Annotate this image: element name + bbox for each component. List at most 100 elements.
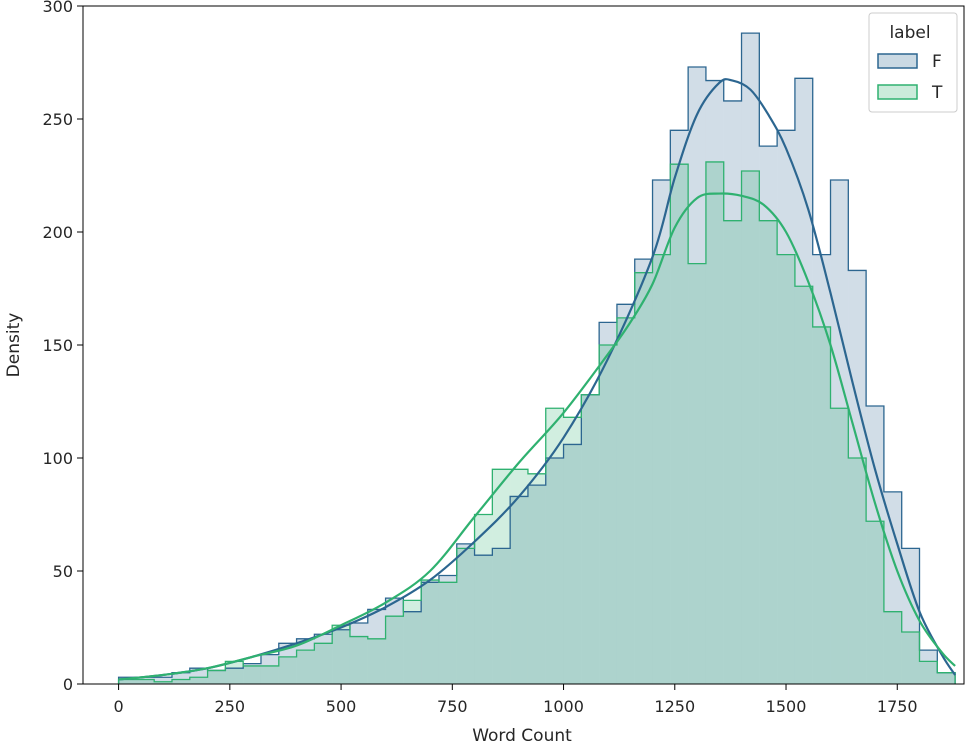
histogram-bar-T-35 [741, 170, 760, 685]
y-tick-label: 300 [42, 0, 73, 16]
histogram-bar-F-25 [563, 444, 582, 684]
histogram-bar-F-45 [919, 650, 938, 684]
histogram-bar-F-27 [599, 322, 617, 684]
histogram-bar-T-14 [367, 638, 386, 684]
histogram-bar-F-1 [136, 677, 155, 684]
histogram-bar-T-24 [545, 408, 564, 684]
histogram-bar-F-32 [688, 67, 706, 684]
histogram-bar-T-27 [599, 345, 617, 684]
histogram-bar-T-20 [474, 514, 493, 684]
histogram-bar-F-36 [759, 146, 778, 684]
histogram-bar-T-4 [189, 677, 208, 684]
histogram-bar-T-26 [581, 394, 600, 684]
y-tick-label: 0 [63, 675, 73, 694]
histogram-bar-T-34 [723, 220, 742, 684]
histogram-bar-T-0 [118, 679, 137, 684]
histogram-bar-T-23 [527, 473, 546, 684]
histogram-bar-F-13 [349, 622, 368, 684]
histogram-bar-T-9 [278, 656, 297, 684]
histogram-bar-T-41 [848, 458, 867, 684]
y-tick-label: 50 [53, 562, 73, 581]
histogram-bar-F-41 [848, 270, 867, 684]
legend-swatch-F [877, 53, 918, 69]
histogram-bar-T-7 [243, 665, 261, 684]
histogram-bar-F-20 [474, 555, 493, 684]
kde-curve-T [118, 192, 956, 681]
histogram-bar-T-11 [314, 643, 333, 684]
histogram-bar-T-1 [136, 679, 155, 684]
histogram-bar-F-40 [830, 180, 849, 684]
x-axis-ticks: 0 250 500 750 1000 1250 1500 1750 [114, 684, 918, 716]
histogram-bar-F-44 [901, 548, 920, 684]
histogram-bar-T-8 [260, 665, 279, 684]
histogram-bar-T-38 [794, 286, 813, 684]
histogram-bar-T-5 [207, 670, 226, 684]
x-tick-label: 1000 [543, 697, 584, 716]
kde-curve-F [118, 78, 957, 681]
histogram-bar-T-31 [670, 164, 689, 684]
histogram-bar-F-38 [794, 78, 813, 684]
histogram-bar-T-2 [154, 681, 172, 684]
y-tick-label: 250 [42, 110, 73, 129]
histogram-bar-T-17 [421, 580, 439, 684]
histogram-bar-F-16 [403, 611, 422, 684]
histogram-bar-F-15 [385, 598, 404, 684]
x-tick-label: 750 [437, 697, 468, 716]
kde-curves [118, 78, 957, 681]
histogram-bar-T-43 [883, 611, 902, 684]
histogram-bar-F-21 [492, 548, 511, 684]
histogram-bar-F-29 [634, 259, 653, 684]
histogram-bar-F-43 [883, 491, 902, 684]
x-tick-label: 500 [326, 697, 357, 716]
histogram-bar-T-29 [634, 272, 653, 684]
histogram-bar-F-7 [243, 663, 261, 684]
x-tick-label: 1250 [654, 697, 695, 716]
y-axis-label: Density [4, 313, 24, 378]
histogram-bar-F-42 [866, 406, 884, 684]
histogram-bar-T-21 [492, 469, 511, 684]
histogram-bar-T-22 [510, 469, 528, 684]
histogram-bar-F-33 [705, 80, 724, 684]
histogram-bar-T-39 [812, 326, 831, 684]
histogram-bar-F-8 [260, 654, 279, 684]
histogram-bar-F-24 [545, 458, 564, 684]
histogram-bar-T-16 [403, 600, 422, 684]
x-tick-label: 1500 [766, 697, 807, 716]
histogram-bar-F-14 [367, 609, 386, 684]
histogram-bar-T-13 [349, 636, 368, 684]
histogram-bar-T-18 [438, 582, 457, 684]
histogram-bar-F-39 [812, 254, 831, 684]
y-axis-ticks: 0 50 100 150 200 250 300 [42, 0, 83, 694]
y-tick-label: 100 [42, 449, 73, 468]
histogram-bar-T-28 [616, 317, 635, 684]
histogram-bar-F-37 [777, 130, 795, 685]
histogram-bar-T-40 [830, 408, 849, 684]
histogram-bar-T-15 [385, 616, 404, 684]
x-tick-label: 1750 [877, 697, 918, 716]
histogram-bar-F-46 [937, 672, 956, 684]
histogram-bar-F-5 [207, 670, 226, 684]
histogram-bar-T-42 [866, 521, 884, 684]
histogram-bar-F-6 [225, 668, 244, 684]
histogram-bar-F-18 [438, 575, 457, 684]
histogram-bar-F-31 [670, 130, 689, 685]
histogram-bar-F-22 [510, 496, 528, 684]
histogram-bar-F-12 [332, 629, 350, 684]
histogram-bar-F-3 [171, 672, 190, 684]
histogram-bar-F-28 [616, 304, 635, 684]
histogram-bar-T-32 [688, 263, 706, 684]
histogram-bar-T-25 [563, 417, 582, 684]
histogram-bar-T-12 [332, 625, 350, 684]
histogram-bar-T-44 [901, 632, 920, 684]
histogram-bar-T-45 [919, 661, 938, 684]
histogram-bar-F-2 [154, 677, 172, 684]
histogram-bar-T-19 [456, 548, 475, 684]
histogram-bar-F-26 [581, 394, 600, 684]
legend-frame [868, 12, 958, 113]
histogram-bar-F-19 [456, 543, 475, 684]
legend-title: label [889, 23, 930, 43]
y-tick-label: 200 [42, 223, 73, 242]
histogram-bar-T-46 [937, 672, 956, 684]
histogram-bar-T-10 [296, 650, 315, 684]
